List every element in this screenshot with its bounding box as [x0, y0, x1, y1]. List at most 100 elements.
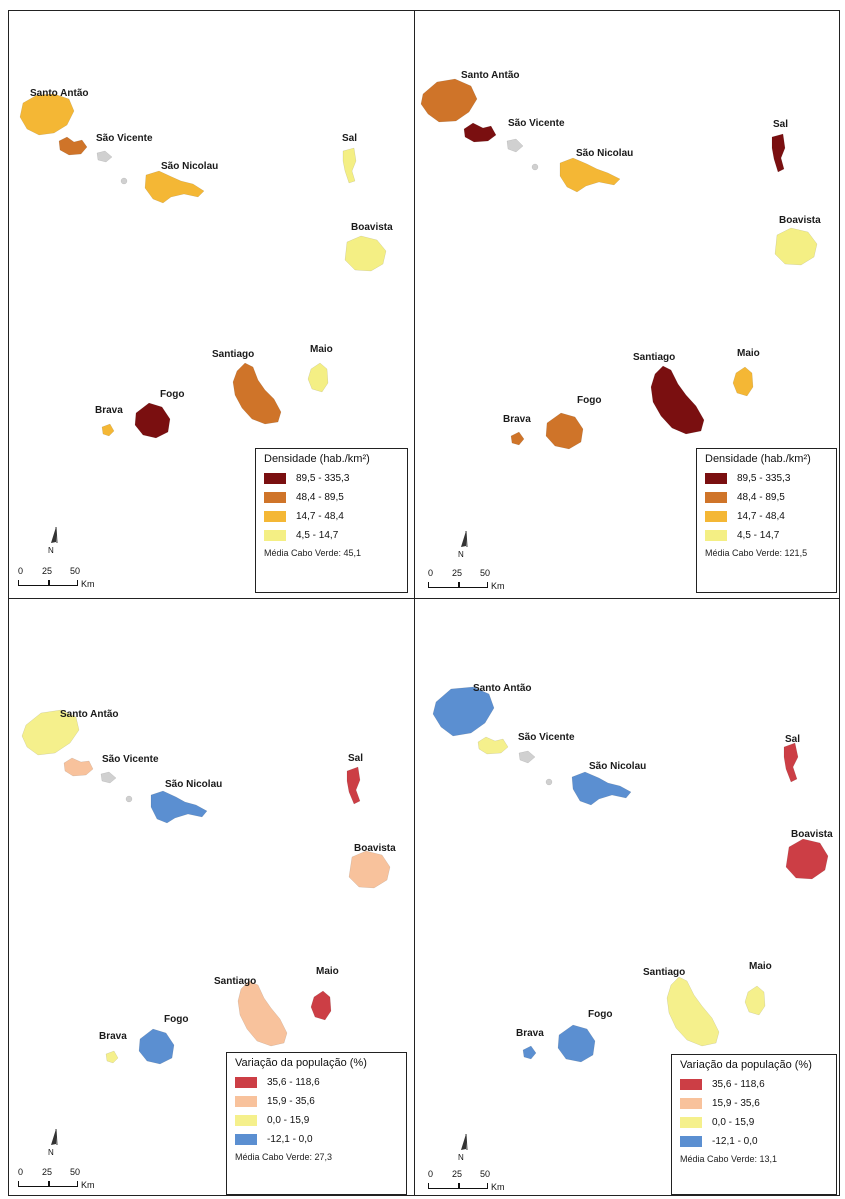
label-sao-vicente: São Vicente [96, 133, 153, 144]
island-santa-luzia [96, 150, 113, 163]
scale-label: 25 [42, 566, 53, 576]
scale-label: 25 [452, 1169, 463, 1179]
island-boavista [348, 850, 391, 889]
map-panel-variation-1: Santo Antão São Vicente São Nicolau Sal … [8, 598, 415, 1196]
label-brava: Brava [516, 1028, 544, 1039]
island-sao-nicolau [559, 157, 621, 193]
legend-item: 35,6 - 118,6 [680, 1075, 828, 1094]
scale-label: 0 [428, 568, 434, 578]
label-maio: Maio [316, 966, 339, 977]
island-santiago [650, 365, 705, 435]
islet [545, 778, 553, 786]
island-santiago [232, 362, 282, 425]
legend-item: 89,5 - 335,3 [705, 469, 828, 488]
island-maio [732, 366, 754, 397]
islet [120, 177, 128, 185]
island-sal [771, 133, 786, 173]
svg-text:N: N [458, 550, 464, 559]
scale-bar: 0 25 50 Km [428, 1169, 505, 1195]
label-santo-antao: Santo Antão [461, 70, 520, 81]
scale-unit: Km [81, 1180, 95, 1190]
label-boavista: Boavista [354, 843, 396, 854]
legend-item: 48,4 - 89,5 [705, 488, 828, 507]
island-santiago [666, 976, 720, 1047]
island-santo-antao [432, 686, 495, 737]
legend-item: 0,0 - 15,9 [680, 1113, 828, 1132]
north-arrow-icon: N [43, 1127, 63, 1157]
map-panel-density-1: Santo Antão São Vicente São Nicolau Sal … [8, 10, 415, 599]
svg-text:N: N [48, 546, 54, 555]
islet [531, 163, 539, 171]
island-sal [342, 147, 357, 184]
label-brava: Brava [99, 1031, 127, 1042]
label-santiago: Santiago [214, 976, 256, 987]
map-canvas: Santo Antão São Vicente São Nicolau Sal … [432, 683, 833, 1063]
label-sao-vicente: São Vicente [102, 754, 159, 765]
island-sao-nicolau [150, 790, 208, 824]
scale-label: 0 [428, 1169, 434, 1179]
islet [125, 795, 133, 803]
label-maio: Maio [310, 344, 333, 355]
legend-item: 89,5 - 335,3 [264, 469, 399, 488]
label-brava: Brava [95, 405, 123, 416]
island-sao-vicente [477, 736, 509, 755]
island-boavista [774, 227, 818, 266]
scale-label: 0 [18, 1167, 24, 1177]
island-santiago [237, 980, 288, 1047]
island-fogo [138, 1028, 175, 1065]
scale-unit: Km [81, 579, 95, 589]
label-maio: Maio [737, 348, 760, 359]
legend-item: -12,1 - 0,0 [680, 1132, 828, 1151]
north-arrow-icon: N [453, 1132, 473, 1162]
island-santo-antao [21, 709, 80, 756]
svg-text:N: N [458, 1153, 464, 1162]
map-canvas: Santo Antão São Vicente São Nicolau Sal … [19, 88, 393, 439]
label-sao-nicolau: São Nicolau [161, 161, 218, 172]
island-maio [310, 990, 332, 1021]
scale-unit: Km [491, 1182, 505, 1192]
label-fogo: Fogo [577, 395, 601, 406]
label-fogo: Fogo [164, 1014, 188, 1025]
island-brava [101, 423, 115, 437]
legend-mean: Média Cabo Verde: 121,5 [705, 548, 808, 558]
island-sal [783, 742, 799, 783]
legend-title: Densidade (hab./km²) [705, 453, 811, 465]
label-santiago: Santiago [633, 352, 675, 363]
legend-item: -12,1 - 0,0 [235, 1130, 398, 1149]
legend-item: 14,7 - 48,4 [264, 507, 399, 526]
scale-label: 50 [480, 568, 491, 578]
label-santo-antao: Santo Antão [30, 88, 89, 99]
label-fogo: Fogo [160, 389, 184, 400]
legend-title: Variação da população (%) [680, 1059, 812, 1071]
svg-text:N: N [48, 1148, 54, 1157]
north-arrow-icon: N [43, 525, 63, 555]
scale-bar: 0 25 50 Km [428, 568, 505, 594]
island-sao-nicolau [571, 771, 632, 806]
island-sao-nicolau [144, 170, 205, 204]
label-sao-vicente: São Vicente [518, 732, 575, 743]
legend-mean: Média Cabo Verde: 13,1 [680, 1154, 778, 1164]
scale-unit: Km [491, 581, 505, 591]
legend-item: 48,4 - 89,5 [264, 488, 399, 507]
island-brava [510, 431, 525, 446]
island-boavista [785, 838, 829, 880]
island-sao-vicente [463, 122, 497, 143]
scale-label: 25 [42, 1167, 53, 1177]
legend-panel-1: Densidade (hab./km²) 89,5 - 335,3 48,4 -… [255, 448, 408, 593]
map-panel-variation-2: Santo Antão São Vicente São Nicolau Sal … [414, 598, 840, 1196]
scale-label: 50 [70, 1167, 81, 1177]
map-panel-density-2: Santo Antão São Vicente São Nicolau Sal … [414, 10, 840, 599]
scale-label: 25 [452, 568, 463, 578]
island-santo-antao [19, 93, 75, 136]
label-santo-antao: Santo Antão [473, 683, 532, 694]
island-brava [105, 1050, 119, 1064]
island-brava [522, 1045, 537, 1060]
label-sao-nicolau: São Nicolau [576, 148, 633, 159]
label-boavista: Boavista [791, 829, 833, 840]
scale-bar: 0 25 50 Km [18, 566, 95, 592]
legend-item: 4,5 - 14,7 [264, 526, 399, 545]
legend-item: 14,7 - 48,4 [705, 507, 828, 526]
label-sal: Sal [773, 119, 788, 130]
map-canvas: Santo Antão São Vicente São Nicolau Sal … [21, 709, 396, 1065]
legend-item: 35,6 - 118,6 [235, 1073, 398, 1092]
